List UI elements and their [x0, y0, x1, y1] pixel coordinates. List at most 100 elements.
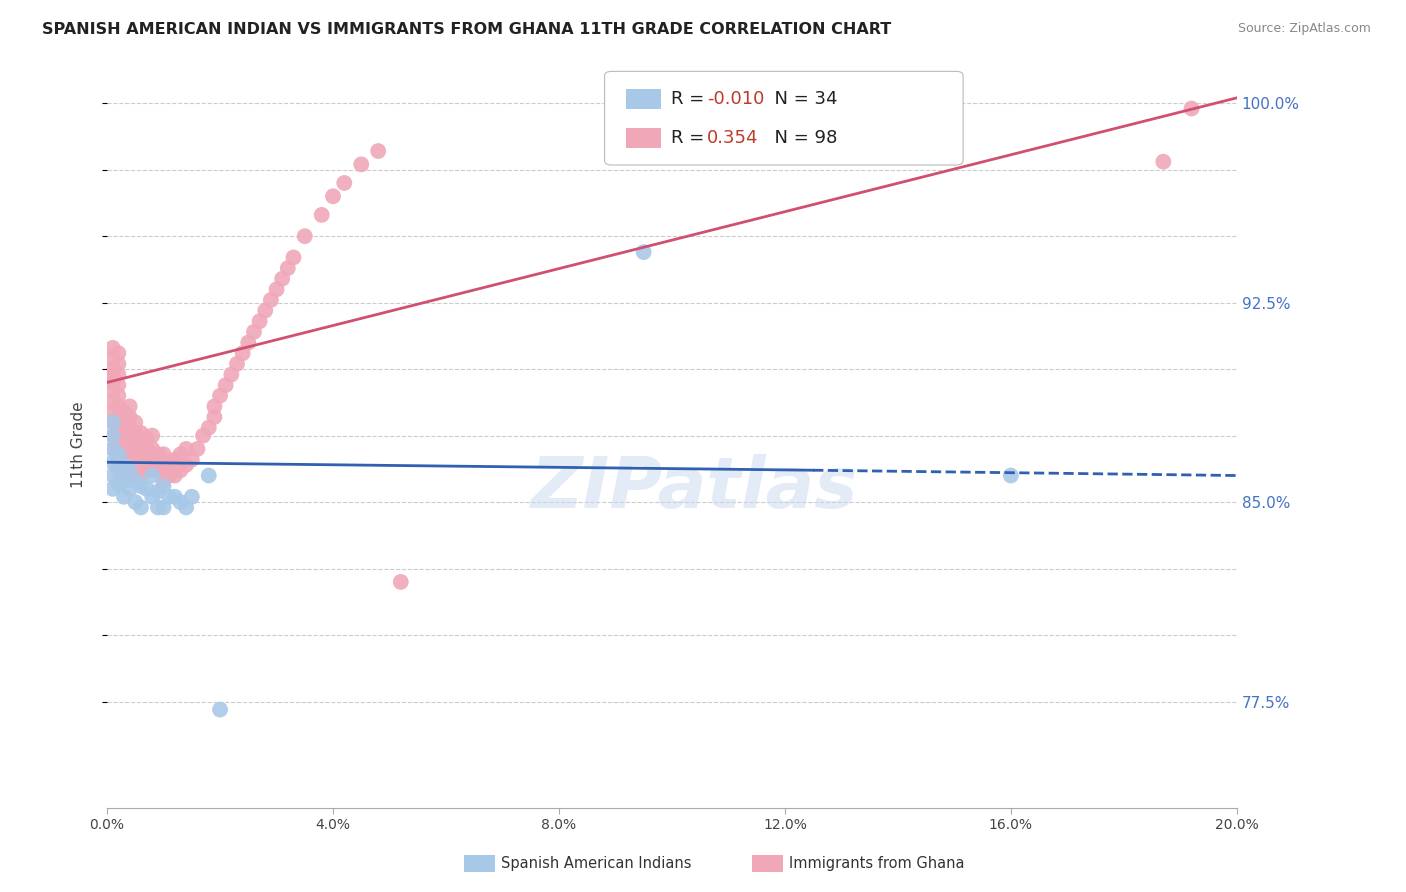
- Text: SPANISH AMERICAN INDIAN VS IMMIGRANTS FROM GHANA 11TH GRADE CORRELATION CHART: SPANISH AMERICAN INDIAN VS IMMIGRANTS FR…: [42, 22, 891, 37]
- Point: [107, 442, 129, 456]
- Y-axis label: 11th Grade: 11th Grade: [72, 401, 86, 488]
- Point: [141, 490, 163, 504]
- Point: [157, 468, 180, 483]
- Text: N = 34: N = 34: [763, 90, 838, 108]
- Text: -0.010: -0.010: [707, 90, 765, 108]
- Point: [112, 405, 135, 419]
- Point: [152, 460, 174, 475]
- Point: [294, 229, 316, 244]
- Point: [124, 436, 146, 450]
- Point: [107, 389, 129, 403]
- Text: N = 98: N = 98: [763, 129, 838, 147]
- Point: [174, 500, 197, 515]
- Point: [197, 420, 219, 434]
- Point: [157, 455, 180, 469]
- Text: Source: ZipAtlas.com: Source: ZipAtlas.com: [1237, 22, 1371, 36]
- Point: [1180, 102, 1202, 116]
- Point: [191, 428, 214, 442]
- Point: [118, 400, 141, 414]
- Point: [101, 415, 124, 429]
- Point: [112, 490, 135, 504]
- Point: [1152, 154, 1174, 169]
- Point: [202, 410, 225, 425]
- Point: [163, 468, 186, 483]
- Point: [112, 474, 135, 488]
- Point: [112, 458, 135, 472]
- Point: [135, 452, 157, 467]
- Point: [107, 420, 129, 434]
- Point: [333, 176, 356, 190]
- Point: [101, 394, 124, 409]
- Point: [107, 460, 129, 475]
- Point: [107, 410, 129, 425]
- Point: [101, 376, 124, 390]
- Point: [107, 431, 129, 445]
- Point: [112, 415, 135, 429]
- Point: [129, 447, 152, 461]
- Point: [1000, 468, 1022, 483]
- Point: [118, 410, 141, 425]
- Point: [152, 479, 174, 493]
- Point: [180, 490, 202, 504]
- Point: [249, 314, 271, 328]
- Point: [633, 245, 655, 260]
- Point: [107, 452, 129, 467]
- Point: [260, 293, 283, 307]
- Point: [112, 447, 135, 461]
- Point: [209, 389, 232, 403]
- Point: [169, 495, 191, 509]
- Point: [202, 400, 225, 414]
- Point: [107, 368, 129, 382]
- Point: [180, 452, 202, 467]
- Point: [107, 476, 129, 491]
- Point: [266, 282, 288, 296]
- Point: [107, 357, 129, 371]
- Point: [141, 468, 163, 483]
- Point: [163, 490, 186, 504]
- Text: Spanish American Indians: Spanish American Indians: [501, 856, 690, 871]
- Point: [141, 452, 163, 467]
- Point: [277, 261, 299, 276]
- Point: [243, 325, 266, 339]
- Point: [124, 458, 146, 472]
- Point: [118, 442, 141, 456]
- Point: [101, 415, 124, 429]
- Point: [135, 431, 157, 445]
- Point: [215, 378, 238, 392]
- Text: Immigrants from Ghana: Immigrants from Ghana: [789, 856, 965, 871]
- Point: [101, 442, 124, 456]
- Point: [322, 189, 344, 203]
- Point: [174, 458, 197, 472]
- Point: [146, 500, 169, 515]
- Point: [283, 251, 305, 265]
- Point: [101, 351, 124, 366]
- Point: [141, 428, 163, 442]
- Point: [129, 479, 152, 493]
- Point: [118, 420, 141, 434]
- Point: [101, 428, 124, 442]
- Point: [135, 482, 157, 496]
- Point: [141, 442, 163, 456]
- Point: [152, 447, 174, 461]
- Point: [271, 271, 294, 285]
- Text: 0.354: 0.354: [707, 129, 759, 147]
- Point: [118, 463, 141, 477]
- Point: [112, 436, 135, 450]
- Point: [135, 442, 157, 456]
- Point: [101, 482, 124, 496]
- Point: [101, 428, 124, 442]
- Point: [146, 447, 169, 461]
- Point: [107, 400, 129, 414]
- Point: [118, 452, 141, 467]
- Point: [141, 463, 163, 477]
- Point: [152, 474, 174, 488]
- Point: [107, 447, 129, 461]
- Point: [112, 425, 135, 440]
- Point: [112, 458, 135, 472]
- Point: [112, 468, 135, 483]
- Point: [389, 574, 412, 589]
- Point: [101, 384, 124, 398]
- Point: [129, 468, 152, 483]
- Point: [221, 368, 243, 382]
- Point: [232, 346, 254, 360]
